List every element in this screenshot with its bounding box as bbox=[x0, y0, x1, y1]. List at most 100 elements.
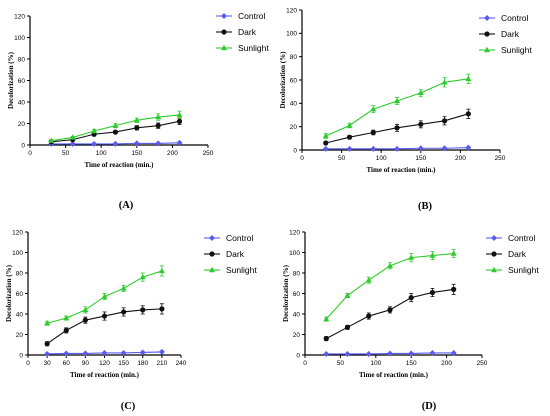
legend: Control Dark Sunlight bbox=[204, 233, 257, 275]
control-point bbox=[209, 235, 215, 241]
dark-point bbox=[221, 29, 227, 35]
dark-point bbox=[394, 125, 400, 131]
legend-dark-label: Dark bbox=[226, 249, 245, 259]
sunlight-point bbox=[429, 252, 436, 258]
y-tick-label: 60 bbox=[290, 77, 298, 84]
y-tick-label: 40 bbox=[293, 311, 301, 318]
series-sunlight bbox=[323, 249, 457, 322]
sunlight-point bbox=[91, 127, 98, 134]
sunlight-point bbox=[139, 273, 146, 280]
control-point bbox=[44, 350, 51, 357]
control-point bbox=[417, 145, 424, 152]
dark-point bbox=[44, 341, 50, 347]
legend-dark-label: Dark bbox=[508, 249, 527, 259]
dark-point bbox=[101, 313, 108, 319]
control-point bbox=[91, 140, 98, 147]
y-tick-label: 40 bbox=[16, 311, 24, 318]
control-point bbox=[158, 348, 165, 355]
series-dark bbox=[48, 117, 183, 145]
y-tick-label: 20 bbox=[16, 332, 24, 339]
y-tick-label: 120 bbox=[12, 229, 23, 236]
sunlight-point bbox=[408, 254, 415, 260]
control-point bbox=[429, 349, 436, 356]
series-dark bbox=[323, 283, 457, 342]
sunlight-point bbox=[155, 113, 162, 120]
y-tick-label: 80 bbox=[16, 270, 24, 277]
control-point bbox=[386, 350, 393, 357]
y-tick-label: 100 bbox=[286, 31, 297, 38]
y-axis-title: Decolorization (%) bbox=[7, 51, 15, 109]
sunlight-point bbox=[176, 111, 183, 118]
dark-point bbox=[134, 125, 140, 131]
sunlight-point bbox=[48, 137, 55, 143]
dark-point bbox=[429, 289, 436, 296]
panel-b: (B) 0 20 40 60 80 100 120 0 50 100 150 200 250 Time o… bbox=[279, 7, 532, 212]
dark-point bbox=[112, 129, 119, 135]
sunlight-point bbox=[158, 267, 165, 274]
y-tick-label: 0 bbox=[296, 352, 300, 359]
y-tick-label: 40 bbox=[290, 101, 298, 108]
x-tick-label: 180 bbox=[137, 360, 148, 367]
control-point bbox=[139, 349, 146, 356]
sunlight-point bbox=[69, 134, 76, 140]
control-point bbox=[323, 350, 330, 357]
control-point bbox=[133, 140, 140, 147]
y-tick-label: 20 bbox=[18, 121, 26, 128]
y-tick-label: 20 bbox=[293, 332, 301, 339]
series-dark bbox=[44, 303, 165, 347]
sunlight-point bbox=[82, 306, 89, 313]
y-tick-label: 20 bbox=[290, 124, 298, 131]
sunlight-point bbox=[441, 79, 448, 85]
x-tick-label: 60 bbox=[63, 360, 71, 367]
sunlight-point bbox=[370, 105, 377, 112]
y-tick-label: 80 bbox=[18, 56, 26, 63]
panel-c: (C) 0 20 40 60 80 100 120 0 30 60 90 120 150 180 210 24… bbox=[5, 229, 257, 412]
y-tick-label: 60 bbox=[18, 78, 26, 85]
sunlight-point bbox=[394, 97, 401, 104]
x-tick-label: 120 bbox=[99, 360, 110, 367]
sunlight-point bbox=[344, 292, 351, 298]
dark-point bbox=[370, 129, 376, 136]
dark-point bbox=[323, 336, 329, 342]
series-dark bbox=[323, 108, 471, 146]
x-tick-label: 150 bbox=[415, 155, 426, 162]
dark-point bbox=[121, 309, 127, 315]
panel-a: (A) 0 20 40 60 80 100 120 0 50 100 150 200 250 Time o… bbox=[7, 11, 269, 211]
control-point bbox=[155, 140, 162, 147]
y-tick-label: 120 bbox=[286, 7, 297, 14]
sunlight-point bbox=[465, 75, 472, 82]
y-tick-label: 60 bbox=[293, 291, 301, 298]
legend-control-label: Control bbox=[508, 233, 536, 243]
legend-sunlight-label: Sunlight bbox=[508, 265, 539, 275]
x-tick-label: 30 bbox=[44, 360, 52, 367]
panel-label: (B) bbox=[418, 201, 433, 212]
control-point bbox=[101, 349, 108, 356]
legend-sunlight-label: Sunlight bbox=[238, 43, 269, 53]
control-point bbox=[484, 15, 490, 21]
series-control bbox=[48, 139, 183, 147]
dark-point bbox=[159, 306, 165, 312]
control-point bbox=[394, 145, 401, 152]
y-tick-label: 0 bbox=[21, 142, 25, 149]
x-tick-label: 50 bbox=[337, 360, 345, 367]
dark-point bbox=[387, 307, 393, 313]
x-tick-label: 90 bbox=[82, 360, 90, 367]
control-point bbox=[322, 145, 329, 152]
legend-control-label: Control bbox=[226, 233, 254, 243]
x-tick-label: 250 bbox=[495, 155, 506, 162]
control-point bbox=[112, 140, 119, 147]
sunlight-point bbox=[346, 122, 353, 128]
dark-point bbox=[346, 134, 353, 140]
x-tick-label: 250 bbox=[203, 150, 214, 157]
y-tick-label: 80 bbox=[293, 270, 301, 277]
control-point bbox=[221, 13, 227, 19]
legend-sunlight-label: Sunlight bbox=[226, 265, 257, 275]
series-sunlight bbox=[44, 265, 165, 326]
dark-point bbox=[418, 121, 424, 127]
series-sunlight bbox=[322, 73, 472, 139]
y-axis-title: Decolorization (%) bbox=[282, 264, 290, 322]
y-tick-label: 120 bbox=[14, 13, 25, 20]
control-point bbox=[82, 350, 89, 357]
control-point bbox=[370, 145, 377, 152]
